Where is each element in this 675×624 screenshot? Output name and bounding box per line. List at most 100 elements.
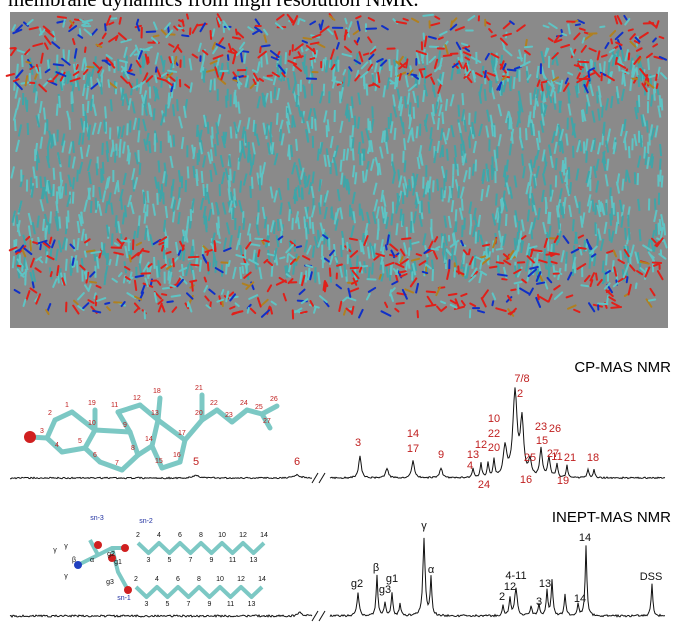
stick: [416, 126, 417, 138]
peak-label: 25: [524, 452, 536, 464]
stick: [596, 274, 597, 280]
stick: [73, 192, 74, 204]
peak-label: 4-11: [505, 570, 526, 582]
stick: [357, 255, 358, 267]
stick: [555, 91, 556, 103]
peak-label: 22: [488, 428, 500, 440]
stick: [437, 179, 438, 191]
stick: [558, 217, 559, 229]
atom-label: 4: [55, 442, 59, 449]
stick: [162, 294, 166, 295]
stick: [168, 272, 169, 280]
stick: [539, 131, 540, 143]
stick: [629, 146, 630, 158]
chain-label: 11: [229, 557, 236, 564]
chain-label: 12: [237, 576, 245, 583]
stick: [483, 245, 489, 246]
lipid-label: g1: [114, 559, 122, 566]
stick: [83, 104, 84, 116]
chain-label: 10: [216, 576, 224, 583]
stick: [611, 39, 612, 43]
stick: [369, 267, 370, 279]
stick: [480, 263, 481, 269]
peak-label: g3: [379, 584, 391, 596]
stick: [637, 101, 638, 113]
atom-label: 8: [131, 445, 135, 452]
stick: [570, 182, 571, 194]
stick: [403, 122, 404, 134]
stick: [344, 310, 345, 314]
stick: [499, 218, 500, 230]
stick: [330, 268, 331, 276]
chain-label: 7: [189, 557, 193, 564]
stick: [636, 283, 637, 288]
peak-label: β: [373, 562, 379, 574]
stick: [162, 246, 163, 251]
chain-label: 3: [147, 557, 151, 564]
atom-label: 16: [173, 452, 181, 459]
stick: [562, 142, 563, 154]
chain-label: 8: [199, 532, 203, 539]
stick: [233, 207, 234, 219]
stick: [359, 142, 360, 154]
stick: [166, 105, 167, 117]
stick: [400, 209, 401, 221]
stick: [532, 250, 542, 251]
stick: [244, 52, 245, 64]
stick: [492, 35, 496, 36]
stick: [105, 24, 106, 30]
stick: [250, 186, 251, 198]
stick: [140, 163, 141, 175]
cp-mas-title: CP-MAS NMR: [574, 359, 671, 376]
stick: [306, 271, 307, 283]
stick: [499, 84, 500, 89]
stick: [654, 89, 655, 101]
stick: [16, 239, 17, 251]
stick: [87, 67, 93, 68]
stick: [502, 198, 503, 210]
stick: [344, 149, 345, 161]
stick: [372, 106, 373, 118]
stick: [189, 257, 199, 258]
stick: [167, 252, 171, 253]
stick: [515, 238, 516, 250]
stick: [36, 176, 37, 188]
chain-label: 13: [248, 601, 256, 608]
stick: [457, 164, 458, 176]
stick: [215, 144, 216, 156]
stick: [396, 223, 397, 235]
stick: [497, 249, 503, 250]
stick: [193, 166, 194, 178]
stick: [525, 47, 532, 48]
stick: [74, 239, 75, 251]
stick: [292, 218, 293, 230]
peak-label: 20: [488, 442, 500, 454]
stick: [304, 54, 305, 66]
stick: [587, 102, 588, 114]
chain-label: 7: [187, 601, 191, 608]
stick: [423, 272, 428, 273]
stick: [350, 239, 357, 240]
stick: [444, 55, 452, 56]
atom-label: 11: [111, 402, 118, 409]
stick: [105, 106, 106, 118]
stick: [541, 103, 542, 115]
stick: [419, 72, 420, 84]
stick: [28, 123, 29, 135]
stick: [280, 129, 281, 141]
stick: [216, 241, 220, 242]
stick: [288, 145, 289, 157]
atom-label: 5: [78, 438, 82, 445]
stick: [274, 222, 275, 234]
stick: [341, 160, 342, 172]
stick: [260, 47, 261, 52]
stick: [326, 60, 327, 72]
stick: [172, 295, 180, 296]
stick: [166, 175, 167, 187]
stick: [550, 212, 551, 224]
stick: [178, 212, 179, 224]
stick: [73, 258, 74, 264]
lipid-label: g3: [106, 579, 114, 586]
stick: [96, 163, 97, 175]
stick: [278, 219, 279, 231]
